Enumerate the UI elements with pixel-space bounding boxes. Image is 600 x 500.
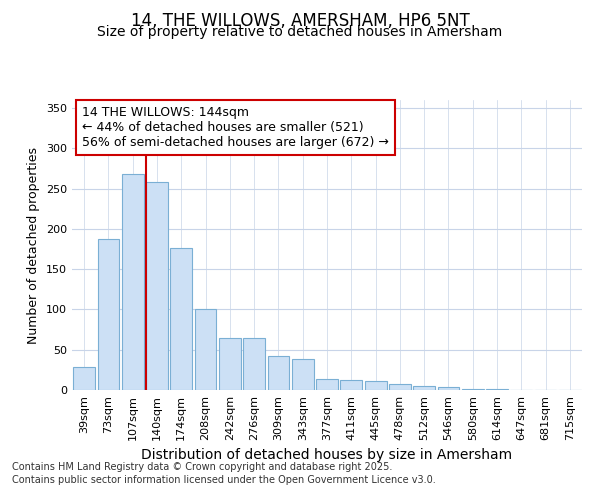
Bar xyxy=(268,356,289,390)
Text: Contains HM Land Registry data © Crown copyright and database right 2025.: Contains HM Land Registry data © Crown c… xyxy=(12,462,392,472)
Bar xyxy=(316,378,338,390)
Y-axis label: Number of detached properties: Number of detached properties xyxy=(28,146,40,344)
Text: 14, THE WILLOWS, AMERSHAM, HP6 5NT: 14, THE WILLOWS, AMERSHAM, HP6 5NT xyxy=(131,12,469,30)
Bar xyxy=(243,338,265,390)
Bar xyxy=(292,360,314,390)
Text: Size of property relative to detached houses in Amersham: Size of property relative to detached ho… xyxy=(97,25,503,39)
Bar xyxy=(194,310,217,390)
Bar xyxy=(437,387,460,390)
Bar xyxy=(73,368,95,390)
Bar xyxy=(340,380,362,390)
Text: 14 THE WILLOWS: 144sqm
← 44% of detached houses are smaller (521)
56% of semi-de: 14 THE WILLOWS: 144sqm ← 44% of detached… xyxy=(82,106,389,149)
Text: Contains public sector information licensed under the Open Government Licence v3: Contains public sector information licen… xyxy=(12,475,436,485)
Bar xyxy=(462,389,484,390)
Bar xyxy=(219,338,241,390)
Bar xyxy=(365,381,386,390)
Bar xyxy=(389,384,411,390)
Bar xyxy=(170,248,192,390)
Bar xyxy=(97,240,119,390)
Bar xyxy=(122,174,143,390)
Bar xyxy=(486,389,508,390)
Bar xyxy=(146,182,168,390)
Bar xyxy=(413,386,435,390)
X-axis label: Distribution of detached houses by size in Amersham: Distribution of detached houses by size … xyxy=(142,448,512,462)
